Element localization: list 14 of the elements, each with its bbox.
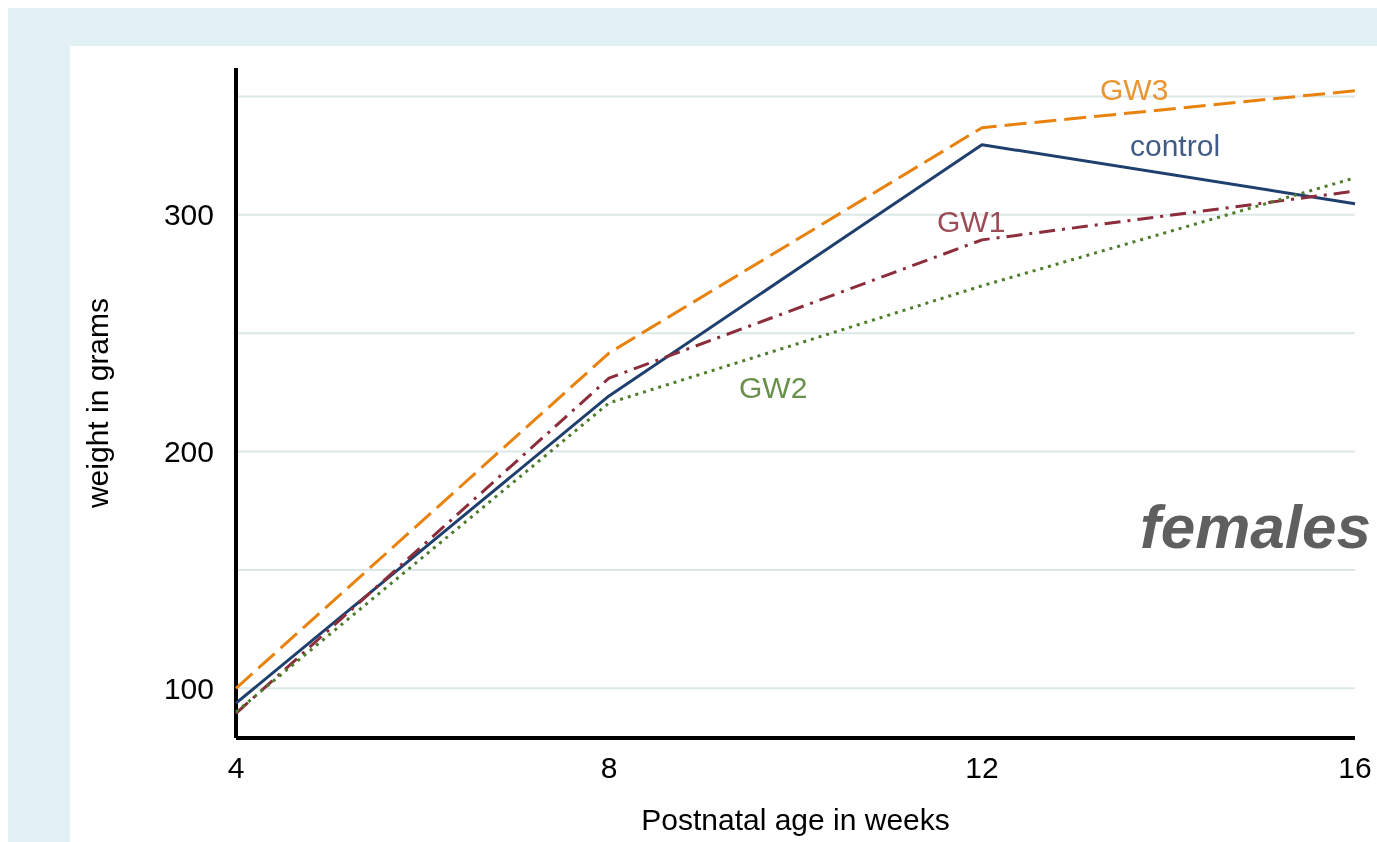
x-tick-label: 8 xyxy=(600,751,618,784)
annotation: females xyxy=(1140,492,1371,561)
x-axis-title: Postnatal age in weeks xyxy=(641,803,950,836)
x-tick-label: 16 xyxy=(1338,751,1372,784)
x-tick-label: 12 xyxy=(965,751,999,784)
series-label: GW1 xyxy=(937,204,1006,238)
y-axis-title: weight in grams xyxy=(81,297,114,510)
series-label: control xyxy=(1130,128,1221,162)
series-label: GW2 xyxy=(739,371,808,404)
y-tick-label: 300 xyxy=(163,198,214,232)
y-tick-label: 200 xyxy=(163,435,214,469)
series-label: GW3 xyxy=(1100,72,1169,106)
x-tick-label: 4 xyxy=(227,751,245,784)
y-tick-label: 100 xyxy=(163,671,214,705)
